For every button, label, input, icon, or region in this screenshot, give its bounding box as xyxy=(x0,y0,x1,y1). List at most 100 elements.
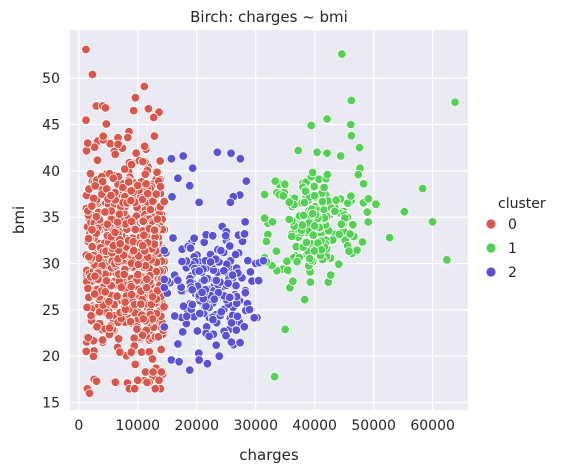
x-tick-label: 10000 xyxy=(116,418,161,434)
data-point xyxy=(137,300,146,309)
data-point xyxy=(301,187,310,196)
data-point xyxy=(347,131,356,140)
data-point xyxy=(82,116,91,125)
data-point xyxy=(143,378,152,387)
data-point xyxy=(143,275,152,284)
data-point xyxy=(139,315,148,324)
data-point xyxy=(228,271,237,280)
data-point xyxy=(124,133,133,142)
data-point xyxy=(174,340,183,349)
legend-marker xyxy=(486,219,496,229)
data-point xyxy=(310,247,319,256)
data-point xyxy=(140,82,149,91)
chart-title: Birch: charges ~ bmi xyxy=(190,8,348,26)
data-point xyxy=(217,246,226,255)
data-point xyxy=(272,247,281,256)
data-point xyxy=(127,187,136,196)
data-point xyxy=(226,242,235,251)
data-point xyxy=(281,180,290,189)
data-point xyxy=(140,231,149,240)
data-point xyxy=(222,331,231,340)
data-point xyxy=(242,177,251,186)
data-point xyxy=(298,221,307,230)
data-point xyxy=(364,218,373,227)
data-point xyxy=(152,190,161,199)
data-point xyxy=(150,226,159,235)
legend-label: 1 xyxy=(508,241,517,257)
data-point xyxy=(137,348,146,357)
data-point xyxy=(355,143,364,152)
data-point xyxy=(206,258,215,267)
data-point xyxy=(254,276,263,285)
data-point xyxy=(85,252,94,261)
data-point xyxy=(105,311,114,320)
data-point xyxy=(285,198,294,207)
data-point xyxy=(88,202,97,211)
data-point xyxy=(215,352,224,361)
data-point xyxy=(114,335,123,344)
data-point xyxy=(132,149,141,158)
data-point xyxy=(160,303,169,312)
data-point xyxy=(178,257,187,266)
data-point xyxy=(260,190,269,199)
data-point xyxy=(127,196,136,205)
data-point xyxy=(270,372,279,381)
data-point xyxy=(188,300,197,309)
data-point xyxy=(331,207,340,216)
data-point xyxy=(385,233,394,242)
data-point xyxy=(363,208,372,217)
data-point xyxy=(195,198,204,207)
data-point xyxy=(124,178,133,187)
data-point xyxy=(89,194,98,203)
data-point xyxy=(127,282,136,291)
y-tick-label: 50 xyxy=(42,71,60,87)
data-point xyxy=(308,168,317,177)
data-point xyxy=(241,218,250,227)
data-point xyxy=(157,345,166,354)
y-tick-labels: 1520253035404550 xyxy=(42,71,60,411)
data-point xyxy=(178,328,187,337)
data-point xyxy=(212,276,221,285)
data-point xyxy=(208,232,217,241)
data-point xyxy=(156,157,165,166)
data-point xyxy=(332,196,341,205)
data-point xyxy=(139,157,148,166)
data-point xyxy=(244,256,253,265)
data-point xyxy=(149,113,158,122)
data-point xyxy=(102,120,111,129)
data-point xyxy=(336,152,345,161)
data-point xyxy=(209,315,218,324)
y-tick-label: 35 xyxy=(42,210,60,226)
data-point xyxy=(227,149,236,158)
data-point xyxy=(111,150,120,159)
data-point xyxy=(160,275,169,284)
data-point xyxy=(318,197,327,206)
x-tick-label: 60000 xyxy=(410,418,455,434)
data-point xyxy=(353,246,362,255)
data-point xyxy=(347,96,356,105)
data-point xyxy=(308,209,317,218)
data-point xyxy=(300,198,309,207)
data-point xyxy=(193,327,202,336)
data-point xyxy=(107,191,116,200)
y-tick-label: 40 xyxy=(42,164,60,180)
data-point xyxy=(358,238,367,247)
data-point xyxy=(92,212,101,221)
data-point xyxy=(88,242,97,251)
x-tick-label: 20000 xyxy=(174,418,219,434)
data-point xyxy=(326,271,335,280)
data-point xyxy=(139,217,148,226)
data-point xyxy=(259,257,268,266)
data-point xyxy=(195,267,204,276)
y-tick-label: 30 xyxy=(42,257,60,273)
data-point xyxy=(225,293,234,302)
data-point xyxy=(120,270,129,279)
data-point xyxy=(160,323,169,332)
x-tick-label: 50000 xyxy=(351,418,396,434)
data-point xyxy=(285,215,294,224)
data-point xyxy=(170,312,179,321)
data-point xyxy=(142,283,151,292)
data-point xyxy=(131,225,140,234)
data-point xyxy=(346,230,355,239)
